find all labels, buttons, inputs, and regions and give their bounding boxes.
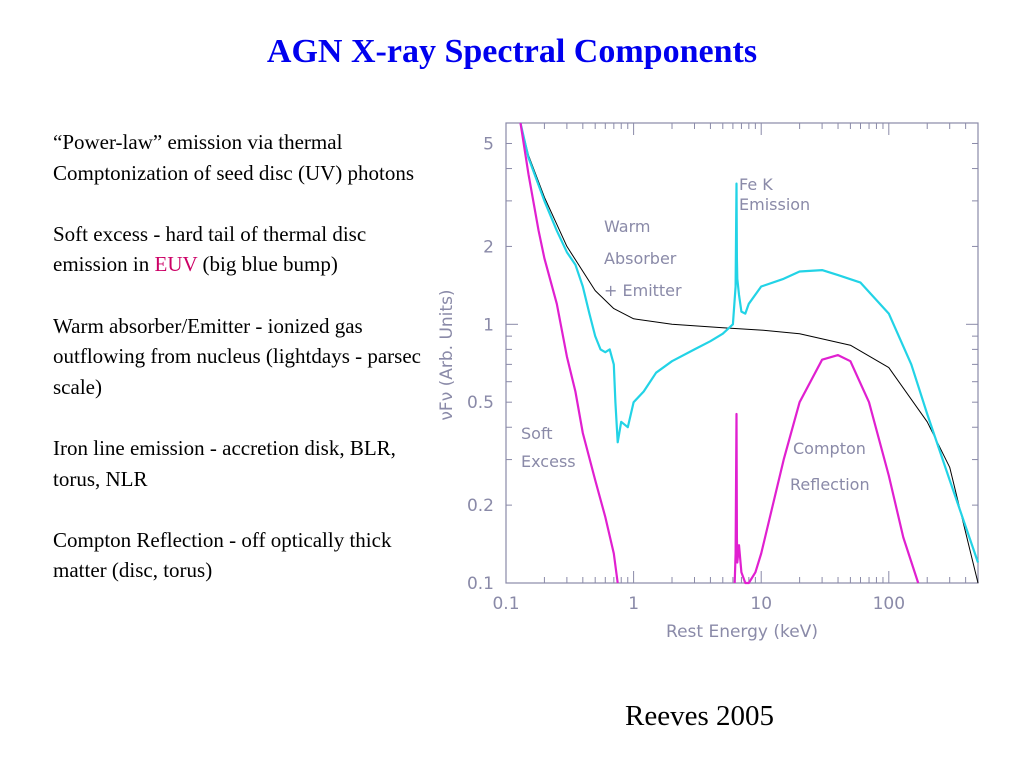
y-axis-label: νFν (Arb. Units) xyxy=(437,289,457,420)
y-tick-label: 2 xyxy=(483,237,494,257)
annotation-fe-k-line1: Fe K xyxy=(739,175,773,194)
euv-highlight: EUV xyxy=(154,252,198,277)
slide-title: AGN X-ray Spectral Components xyxy=(266,33,758,70)
tick-labels: 0.1 1 10 100 0.1 0.2 0.5 1 2 5 xyxy=(467,134,905,614)
annotation-warm-line1: Warm xyxy=(604,217,650,236)
y-tick-label: 0.2 xyxy=(467,496,494,516)
annotation-soft-excess: Soft Excess xyxy=(521,424,576,471)
annotation-warm-line2: Absorber xyxy=(604,249,677,268)
y-tick-label: 0.5 xyxy=(467,393,494,413)
bullet-soft-excess-tail: (big blue bump) xyxy=(197,252,338,277)
x-axis-label: Rest Energy (keV) xyxy=(666,622,818,642)
series-line-0 xyxy=(520,122,979,584)
plot-frame xyxy=(505,122,979,584)
bullet-iron-line: Iron line emission - accretion disk, BLR… xyxy=(53,435,396,491)
credit-text: Reeves 2005 xyxy=(625,700,774,732)
bullet-compton-reflection: Compton Reflection - off optically thick… xyxy=(53,527,392,583)
annotation-compton-reflection: Compton Reflection xyxy=(790,439,870,494)
annotation-compton-line1: Compton xyxy=(793,439,866,458)
annotation-warm-absorber: Warm Absorber + Emitter xyxy=(604,217,682,300)
annotation-warm-line3: + Emitter xyxy=(604,281,682,300)
x-tick-label: 10 xyxy=(750,594,772,614)
bullet-power-law: “Power-law” emission via thermal Compton… xyxy=(53,130,415,185)
annotation-soft-line1: Soft xyxy=(521,424,553,443)
bullet-warm-absorber: Warm absorber/Emitter - ionized gas outf… xyxy=(53,313,421,399)
y-tick-label: 0.1 xyxy=(467,574,494,594)
x-tick-label: 1 xyxy=(628,594,639,614)
annotation-soft-line2: Excess xyxy=(521,452,576,471)
axis-ticks xyxy=(505,122,979,584)
annotation-compton-line2: Reflection xyxy=(790,475,870,494)
series-line-1 xyxy=(519,122,980,563)
x-tick-label: 0.1 xyxy=(492,594,519,614)
series-line-2 xyxy=(519,122,619,584)
series-lines xyxy=(519,122,980,585)
y-tick-label: 5 xyxy=(483,134,494,154)
bullet-list: “Power-law” emission via thermal Compton… xyxy=(53,127,423,617)
x-tick-label: 100 xyxy=(873,594,905,614)
annotation-fe-k-line2: Emission xyxy=(739,195,810,214)
y-tick-label: 1 xyxy=(483,315,494,335)
bullet-soft-excess-text: Soft excess - hard tail of thermal disc … xyxy=(53,221,367,277)
series-line-3 xyxy=(733,354,920,585)
bullet-soft-excess: Soft excess - hard tail of thermal disc … xyxy=(53,219,423,280)
annotation-fe-k: Fe K Emission xyxy=(739,175,810,214)
